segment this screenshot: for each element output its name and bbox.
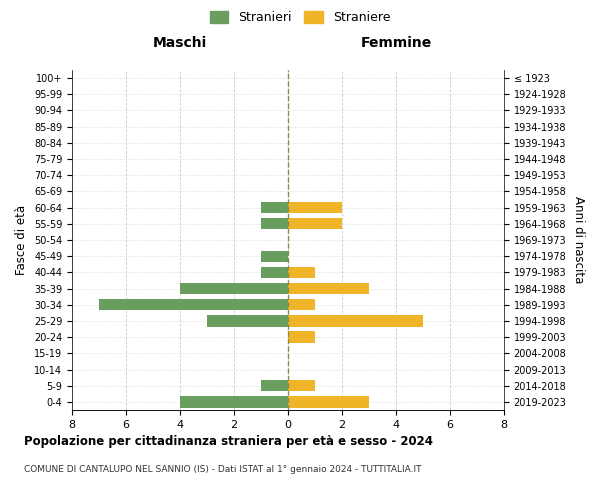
Bar [261,218,288,230]
Bar [180,396,288,407]
Bar [288,332,315,343]
Bar [180,283,288,294]
Y-axis label: Anni di nascita: Anni di nascita [572,196,585,284]
Text: COMUNE DI CANTALUPO NEL SANNIO (IS) - Dati ISTAT al 1° gennaio 2024 - TUTTITALIA: COMUNE DI CANTALUPO NEL SANNIO (IS) - Da… [24,465,421,474]
Bar [261,266,288,278]
Bar [99,299,288,310]
Bar [288,202,342,213]
Bar [288,316,423,326]
Bar [288,396,369,407]
Bar [261,250,288,262]
Bar [261,380,288,392]
Legend: Stranieri, Straniere: Stranieri, Straniere [205,6,395,29]
Y-axis label: Fasce di età: Fasce di età [16,205,28,275]
Bar [288,380,315,392]
Bar [288,283,369,294]
Bar [288,218,342,230]
Bar [288,266,315,278]
Bar [207,316,288,326]
Bar [288,299,315,310]
Text: Maschi: Maschi [153,36,207,50]
Text: Femmine: Femmine [361,36,431,50]
Text: Popolazione per cittadinanza straniera per età e sesso - 2024: Popolazione per cittadinanza straniera p… [24,435,433,448]
Bar [261,202,288,213]
